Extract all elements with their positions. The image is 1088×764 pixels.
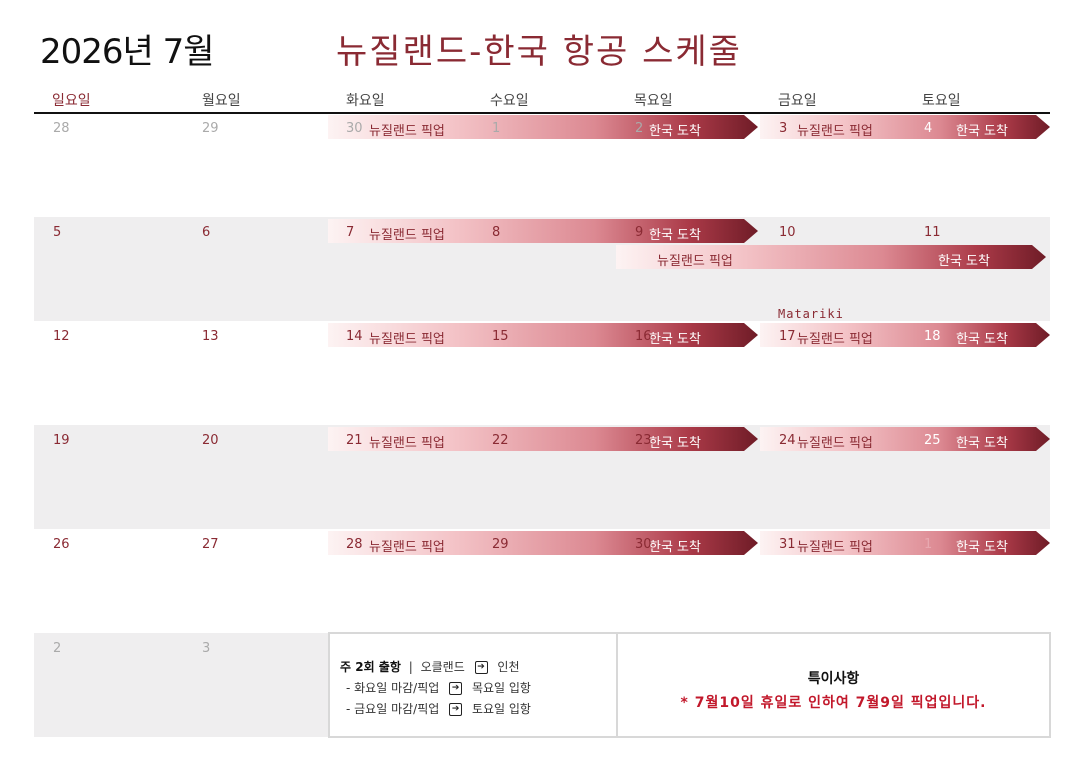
arrival-label: 한국 도착 xyxy=(956,436,1008,451)
flight-bar xyxy=(328,531,758,555)
pickup-label: 뉴질랜드 픽업 xyxy=(369,332,445,347)
month-title: 2026년 7월 xyxy=(40,32,215,72)
day-cell: 31 xyxy=(779,537,796,552)
day-cell: 30 xyxy=(635,537,652,552)
day-cell: 19 xyxy=(53,433,70,448)
day-cell: 3 xyxy=(779,121,788,136)
day-cell: 25 xyxy=(924,433,941,448)
day-cell: 18 xyxy=(924,329,941,344)
arrow-right-icon: ➔ xyxy=(449,682,463,695)
route-destination: 인천 xyxy=(497,660,520,674)
day-cell: 28 xyxy=(53,121,70,136)
day-cell: 1 xyxy=(924,537,933,552)
flight-bar xyxy=(328,427,758,451)
day-cell: 2 xyxy=(53,641,62,656)
weekday-tue: 화요일 xyxy=(346,93,385,109)
day-cell: 29 xyxy=(202,121,219,136)
weekday-header: 일요일 월요일 화요일 수요일 목요일 금요일 토요일 xyxy=(34,90,1050,114)
day-cell: 26 xyxy=(53,537,70,552)
day-cell: 12 xyxy=(53,329,70,344)
flight-bar xyxy=(760,115,1050,139)
holiday-label: Matariki xyxy=(778,307,844,321)
day-cell: 28 xyxy=(346,537,363,552)
flight-bar xyxy=(760,531,1050,555)
route-origin: 오클랜드 xyxy=(420,660,465,674)
day-cell: 29 xyxy=(492,537,509,552)
schedule-separator: | xyxy=(408,660,413,674)
day-cell: 17 xyxy=(779,329,796,344)
day-cell: 7 xyxy=(346,225,355,240)
arrival-label: 한국 도착 xyxy=(649,124,701,139)
pickup-label: 뉴질랜드 픽업 xyxy=(657,254,733,269)
pickup-label: 뉴질랜드 픽업 xyxy=(369,540,445,555)
day-cell: 20 xyxy=(202,433,219,448)
day-cell: 6 xyxy=(202,225,211,240)
arrival-label: 한국 도착 xyxy=(649,540,701,555)
schedule-heading: 주 2회 출항 xyxy=(340,660,401,674)
day-cell: 10 xyxy=(779,225,796,240)
pickup-label: 뉴질랜드 픽업 xyxy=(369,436,445,451)
special-notes-box: 특이사항 * 7월10일 휴일로 인하여 7월9일 픽업입니다. xyxy=(616,632,1051,738)
schedule-line-sat: 토요일 입항 xyxy=(471,702,531,716)
schedule-line-fri: - 금요일 마감/픽업 xyxy=(346,702,440,716)
flight-bar xyxy=(760,427,1050,451)
schedule-info-box: 주 2회 출항 | 오클랜드 ➔ 인천 - 화요일 마감/픽업 ➔ 목요일 입항… xyxy=(328,632,618,738)
day-cell: 16 xyxy=(635,329,652,344)
pickup-label: 뉴질랜드 픽업 xyxy=(369,124,445,139)
arrow-right-icon: ➔ xyxy=(474,661,488,674)
pickup-label: 뉴질랜드 픽업 xyxy=(369,228,445,243)
arrival-label: 한국 도착 xyxy=(938,254,990,269)
notes-title: 특이사항 xyxy=(807,671,860,687)
pickup-label: 뉴질랜드 픽업 xyxy=(797,124,873,139)
arrival-label: 한국 도착 xyxy=(649,332,701,347)
schedule-line-tue: - 화요일 마감/픽업 xyxy=(346,681,440,695)
weekday-fri: 금요일 xyxy=(778,93,817,109)
flight-bar xyxy=(328,219,758,243)
day-cell: 15 xyxy=(492,329,509,344)
weekday-wed: 수요일 xyxy=(490,93,529,109)
notes-body: * 7월10일 휴일로 인하여 7월9일 픽업입니다. xyxy=(680,695,987,711)
weekday-mon: 월요일 xyxy=(202,93,241,109)
day-cell: 23 xyxy=(635,433,652,448)
day-cell: 4 xyxy=(924,121,933,136)
arrival-label: 한국 도착 xyxy=(956,540,1008,555)
weekday-sun: 일요일 xyxy=(52,93,91,109)
flight-bar xyxy=(760,323,1050,347)
day-cell: 9 xyxy=(635,225,644,240)
day-cell: 3 xyxy=(202,641,211,656)
weekday-sat: 토요일 xyxy=(922,93,961,109)
flight-bar xyxy=(328,323,758,347)
day-cell: 11 xyxy=(924,225,941,240)
day-cell: 13 xyxy=(202,329,219,344)
day-cell: 14 xyxy=(346,329,363,344)
day-cell: 21 xyxy=(346,433,363,448)
arrival-label: 한국 도착 xyxy=(649,436,701,451)
day-cell: 1 xyxy=(492,121,501,136)
weekday-thu: 목요일 xyxy=(634,93,673,109)
flight-bar-rescheduled xyxy=(616,245,1046,269)
day-cell: 8 xyxy=(492,225,501,240)
day-cell: 30 xyxy=(346,121,363,136)
pickup-label: 뉴질랜드 픽업 xyxy=(797,436,873,451)
day-cell: 5 xyxy=(53,225,62,240)
day-cell: 2 xyxy=(635,121,644,136)
page-title: 뉴질랜드-한국 항공 스케줄 xyxy=(336,32,742,72)
arrival-label: 한국 도착 xyxy=(956,124,1008,139)
flight-bar xyxy=(328,115,758,139)
arrival-label: 한국 도착 xyxy=(649,228,701,243)
pickup-label: 뉴질랜드 픽업 xyxy=(797,332,873,347)
day-cell: 22 xyxy=(492,433,509,448)
day-cell: 27 xyxy=(202,537,219,552)
arrow-right-icon: ➔ xyxy=(449,703,463,716)
arrival-label: 한국 도착 xyxy=(956,332,1008,347)
pickup-label: 뉴질랜드 픽업 xyxy=(797,540,873,555)
schedule-line-thu: 목요일 입항 xyxy=(471,681,531,695)
day-cell: 24 xyxy=(779,433,796,448)
